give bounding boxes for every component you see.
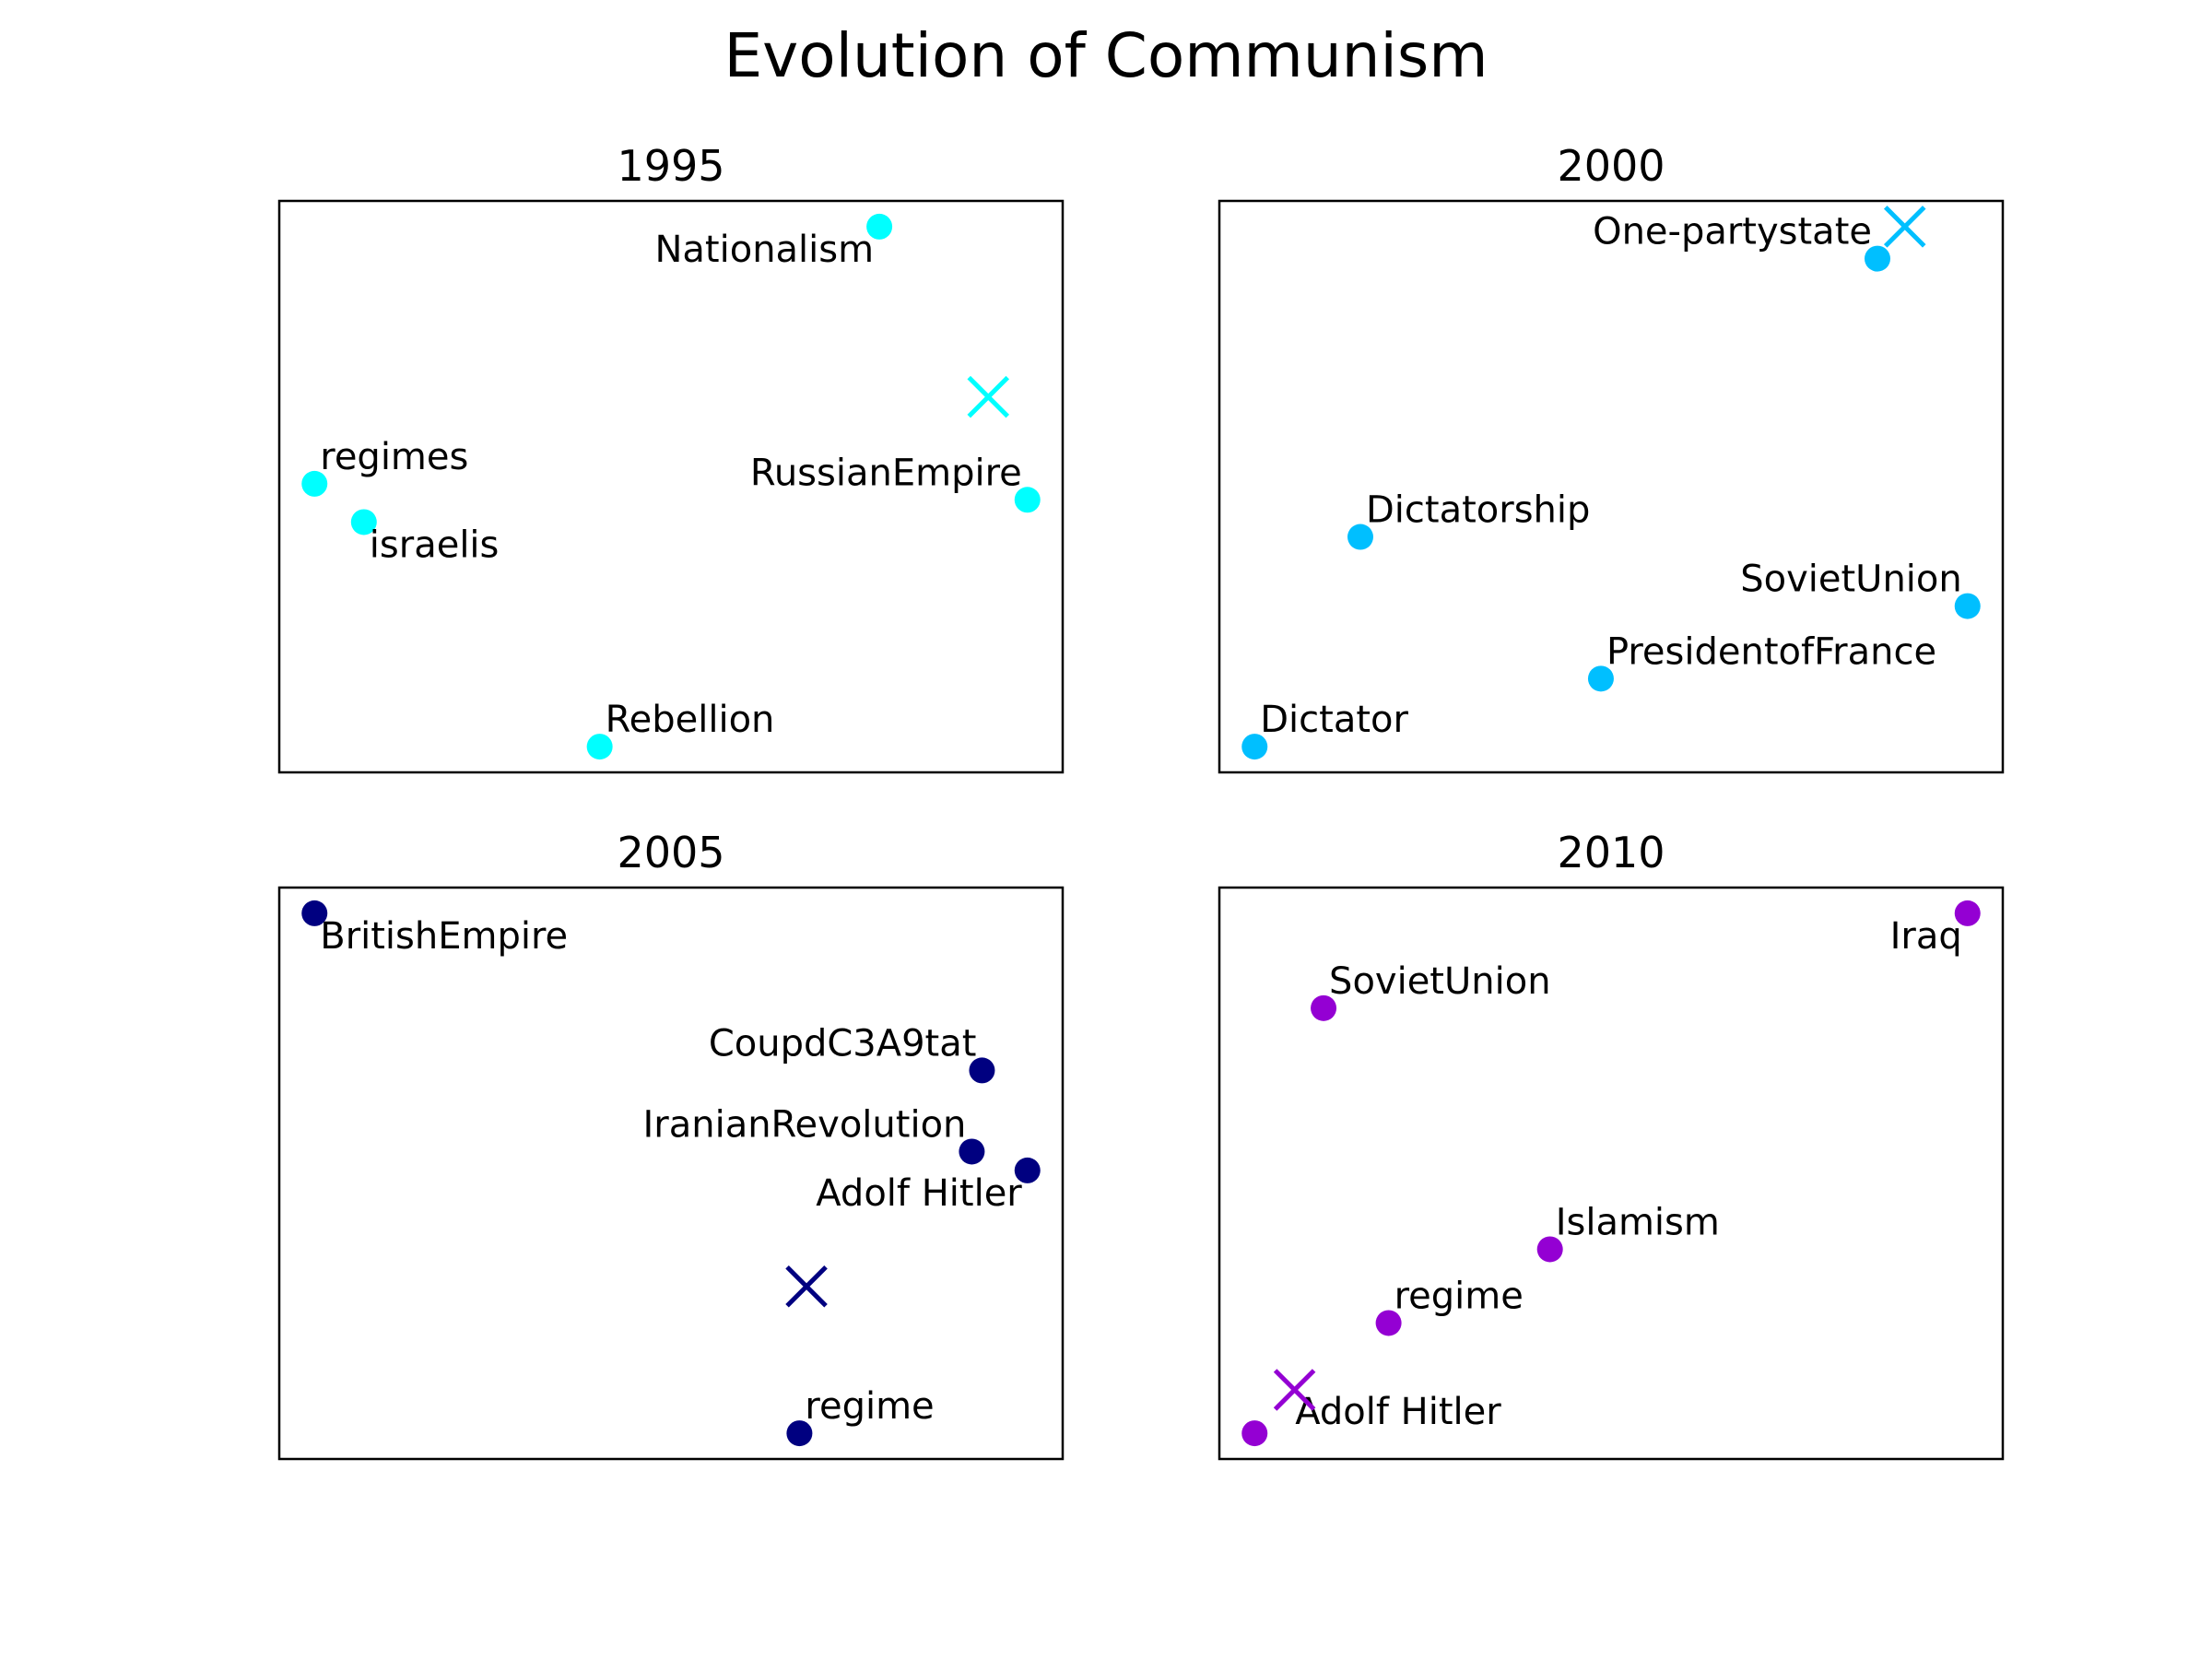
data-point bbox=[1311, 994, 1337, 1021]
centroid-marker bbox=[785, 1265, 828, 1308]
data-point bbox=[786, 1420, 813, 1447]
point-label: SovietUnion bbox=[1329, 960, 1551, 1003]
point-label: Iraq bbox=[1890, 915, 1962, 958]
data-point bbox=[866, 213, 893, 240]
data-point bbox=[1347, 524, 1373, 550]
data-point bbox=[969, 1057, 995, 1084]
point-label: Rebellion bbox=[606, 699, 775, 741]
point-label: Islamism bbox=[1556, 1201, 1720, 1243]
data-point bbox=[301, 900, 328, 926]
point-label: RussianEmpire bbox=[750, 452, 1022, 494]
point-label: Dictator bbox=[1260, 699, 1408, 741]
point-label: Nationalism bbox=[654, 229, 874, 271]
subplot-title: 2005 bbox=[617, 828, 724, 877]
data-point bbox=[1587, 665, 1614, 692]
data-point bbox=[1954, 900, 1981, 926]
centroid-stroke bbox=[1273, 1369, 1316, 1411]
data-point bbox=[1954, 593, 1981, 619]
point-label: SovietUnion bbox=[1740, 559, 1962, 601]
data-point bbox=[1536, 1236, 1563, 1263]
data-point bbox=[1241, 1420, 1268, 1447]
point-label: Dictatorship bbox=[1366, 489, 1590, 532]
data-point bbox=[586, 734, 613, 760]
subplot-2005: 2005 BritishEmpire CoupdC3A9tat IranianRevo… bbox=[277, 828, 1065, 1461]
point-label: One-partystate bbox=[1593, 211, 1872, 253]
centroid-stroke bbox=[967, 375, 1010, 418]
point-label: regimes bbox=[320, 436, 468, 478]
centroid-marker bbox=[1273, 1369, 1316, 1411]
subplot-2000: 2000 One-partystate Dictatorship SovietUnio… bbox=[1218, 141, 2005, 774]
data-point bbox=[959, 1138, 985, 1165]
point-label: IranianRevolution bbox=[642, 1103, 966, 1146]
point-label: Adolf Hitler bbox=[816, 1172, 1022, 1215]
point-label: PresidentofFrance bbox=[1606, 630, 1936, 673]
point-label: regime bbox=[805, 1385, 934, 1428]
axes-frame bbox=[277, 886, 1065, 1461]
subplot-1995: 1995 Nationalism regimes israelis RussianEmp… bbox=[277, 141, 1065, 774]
point-label: Adolf Hitler bbox=[1295, 1391, 1501, 1433]
point-label: BritishEmpire bbox=[320, 915, 568, 958]
centroid-marker bbox=[967, 375, 1010, 418]
data-point bbox=[1375, 1310, 1402, 1336]
centroid-marker bbox=[1883, 206, 1926, 248]
point-label: israelis bbox=[370, 524, 500, 566]
data-point bbox=[1014, 1157, 1041, 1183]
subplot-title: 1995 bbox=[617, 141, 724, 191]
point-label: regime bbox=[1394, 1275, 1524, 1317]
subplot-title: 2010 bbox=[1557, 828, 1665, 877]
axes-frame bbox=[277, 199, 1065, 774]
point-label: CoupdC3A9tat bbox=[709, 1022, 977, 1065]
data-point bbox=[301, 470, 328, 497]
data-point bbox=[1014, 487, 1041, 513]
subplot-2010: 2010 Iraq SovietUnion Islamism regime Adolf H… bbox=[1218, 828, 2005, 1461]
subplot-title: 2000 bbox=[1557, 141, 1665, 191]
data-point bbox=[1241, 734, 1268, 760]
data-point bbox=[350, 509, 377, 535]
axes-frame bbox=[1218, 199, 2005, 774]
data-point bbox=[1865, 245, 1890, 272]
axes-frame bbox=[1218, 886, 2005, 1461]
centroid-stroke bbox=[785, 1265, 828, 1308]
chart-title: Evolution of Communism bbox=[724, 20, 1488, 91]
centroid-stroke bbox=[1883, 206, 1926, 248]
